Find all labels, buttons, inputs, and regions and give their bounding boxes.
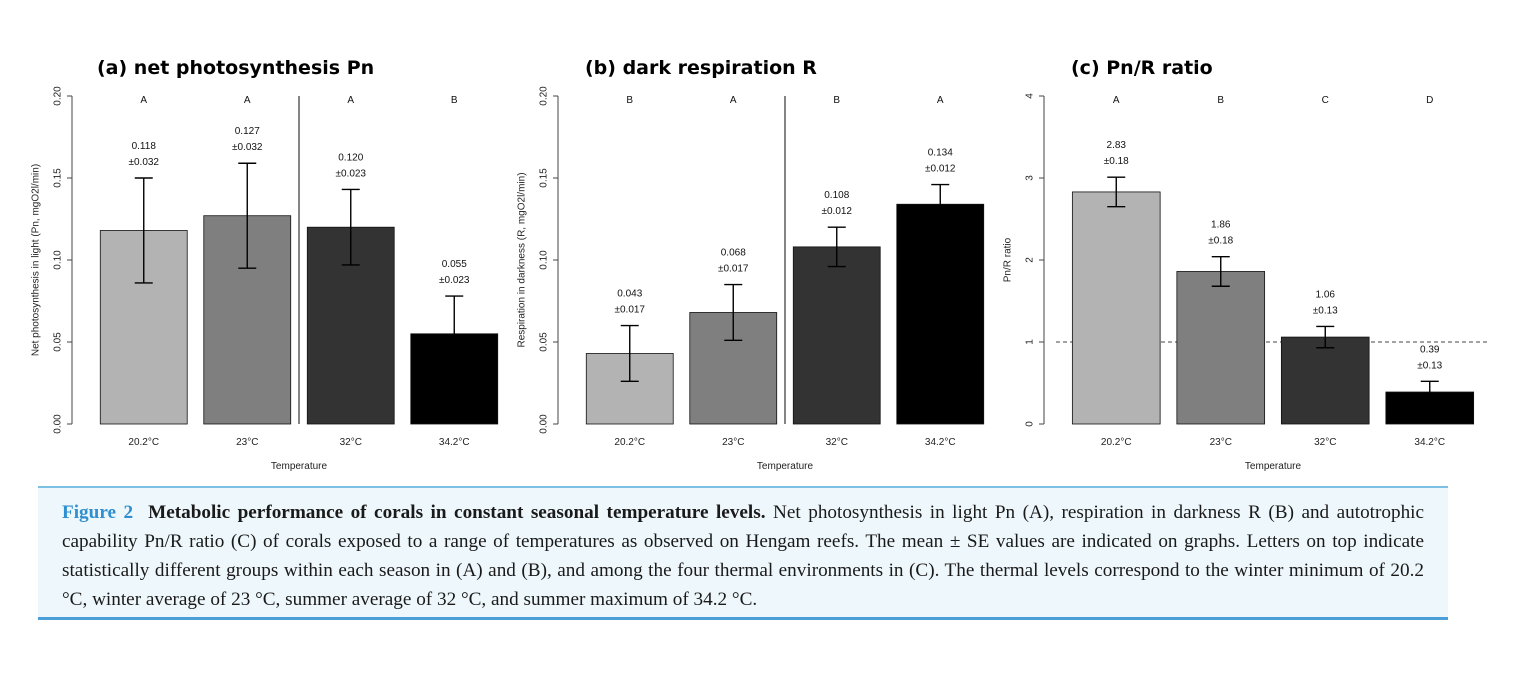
- error-label: ±0.017: [614, 305, 645, 316]
- error-label: ±0.18: [1104, 156, 1129, 167]
- caption-body: Net photosynthesis in light Pn (A), resp…: [62, 502, 1425, 610]
- error-label: ±0.012: [925, 164, 956, 175]
- bar: [896, 203, 985, 425]
- x-tick-label: 34.2°C: [1414, 437, 1445, 448]
- y-tick-label: 0: [1025, 421, 1036, 427]
- y-axis-title: Respiration in darkness (R, mgO2l/min): [517, 172, 528, 347]
- chart-title: (c) Pn/R ratio: [1071, 57, 1213, 79]
- value-label: 0.120: [338, 152, 363, 163]
- y-axis-title: Net photosynthesis in light (Pn, mgO2l/m…: [31, 164, 42, 356]
- figure-panels: (a) net photosynthesis Pn 0.00 0.05 0.10 0.1…: [31, 57, 1490, 472]
- error-label: ±0.13: [1313, 305, 1338, 316]
- caption-label: Figure 2: [62, 502, 134, 523]
- x-axis-title: Temperature: [271, 461, 328, 472]
- y-tick-label: 0.15: [53, 168, 64, 188]
- value-label: 0.068: [721, 248, 746, 259]
- value-label: 1.86: [1211, 220, 1231, 231]
- group-letter: A: [937, 95, 944, 106]
- y-tick-label: 3: [1025, 175, 1036, 181]
- value-label: 0.118: [132, 141, 157, 152]
- y-tick-label: 0.10: [539, 250, 550, 270]
- x-axis-title: Temperature: [1245, 461, 1302, 472]
- error-label: ±0.13: [1417, 360, 1442, 371]
- x-tick-label: 23°C: [722, 437, 744, 448]
- error-label: ±0.017: [718, 264, 749, 275]
- value-label: 0.134: [928, 148, 953, 159]
- x-tick-label: 20.2°C: [614, 437, 645, 448]
- y-tick-label: 0.00: [53, 414, 64, 434]
- x-axis-title: Temperature: [757, 461, 814, 472]
- y-tick-label: 0.15: [539, 168, 550, 188]
- error-label: ±0.032: [232, 142, 263, 153]
- x-tick-label: 34.2°C: [439, 437, 470, 448]
- group-letter: B: [626, 95, 633, 106]
- x-tick-label: 32°C: [826, 437, 848, 448]
- error-label: ±0.18: [1208, 236, 1233, 247]
- group-letter: B: [451, 95, 458, 106]
- bar: [1176, 271, 1266, 425]
- y-tick-label: 0.20: [539, 86, 550, 106]
- chart-title: (a) net photosynthesis Pn: [97, 57, 374, 79]
- group-letter: B: [833, 95, 840, 106]
- group-letter: A: [1113, 95, 1120, 106]
- value-label: 1.06: [1316, 289, 1336, 300]
- chart-title: (b) dark respiration R: [585, 57, 817, 79]
- y-tick-label: 0.20: [53, 86, 64, 106]
- y-tick-label: 0.05: [53, 332, 64, 352]
- group-letter: C: [1322, 95, 1329, 106]
- value-label: 0.108: [824, 190, 849, 201]
- group-letter: D: [1426, 95, 1433, 106]
- value-label: 0.043: [617, 289, 642, 300]
- x-tick-label: 23°C: [236, 437, 258, 448]
- y-tick-label: 0.10: [53, 250, 64, 270]
- bar: [1071, 191, 1161, 425]
- y-tick-label: 0.00: [539, 414, 550, 434]
- x-tick-label: 34.2°C: [925, 437, 956, 448]
- value-label: 0.055: [442, 259, 467, 270]
- x-tick-label: 23°C: [1210, 437, 1232, 448]
- y-axis-title: Pn/R ratio: [1003, 237, 1014, 282]
- error-label: ±0.032: [128, 157, 159, 168]
- x-tick-label: 20.2°C: [128, 437, 159, 448]
- y-tick-label: 1: [1025, 339, 1036, 345]
- figure-caption: Figure 2 Metabolic performance of corals…: [38, 486, 1448, 620]
- y-tick-label: 0.05: [539, 332, 550, 352]
- group-letter: B: [1217, 95, 1224, 106]
- value-label: 2.83: [1107, 140, 1127, 151]
- y-tick-label: 2: [1025, 257, 1036, 263]
- value-label: 0.127: [235, 126, 260, 137]
- group-letter: A: [244, 95, 251, 106]
- x-tick-label: 32°C: [1314, 437, 1336, 448]
- value-label: 0.39: [1420, 344, 1440, 355]
- group-letter: A: [730, 95, 737, 106]
- x-tick-label: 20.2°C: [1101, 437, 1132, 448]
- bar: [792, 246, 881, 425]
- error-label: ±0.023: [439, 275, 470, 286]
- group-letter: A: [347, 95, 354, 106]
- group-letter: A: [140, 95, 147, 106]
- x-tick-label: 32°C: [340, 437, 362, 448]
- caption-heading: Metabolic performance of corals in const…: [148, 502, 766, 523]
- bar: [1280, 336, 1370, 425]
- error-label: ±0.012: [821, 206, 852, 217]
- error-label: ±0.023: [335, 168, 366, 179]
- y-tick-label: 4: [1025, 93, 1036, 99]
